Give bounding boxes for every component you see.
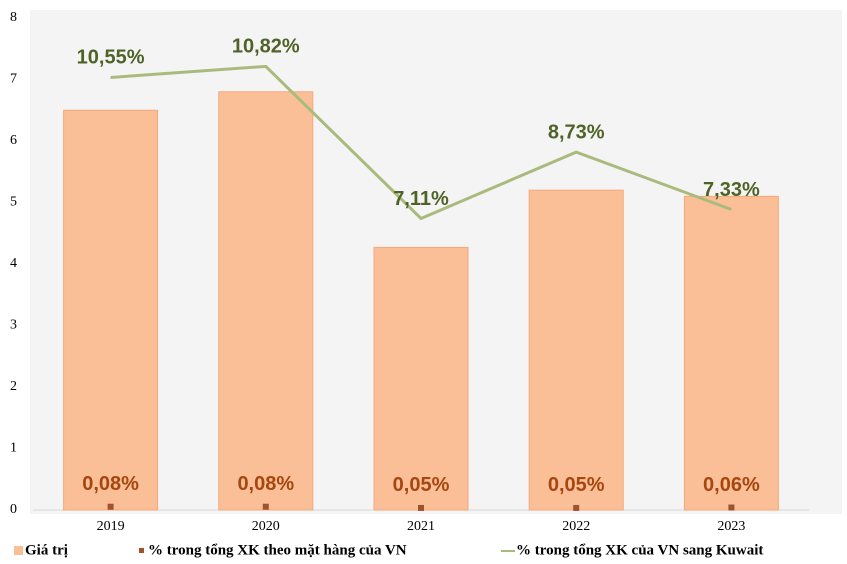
y-tick-label: 8 xyxy=(10,10,17,25)
data-label: 7,33% xyxy=(703,179,760,201)
x-tick-label: 2022 xyxy=(562,519,590,534)
marker xyxy=(107,503,114,510)
y-tick-label: 5 xyxy=(10,195,17,210)
x-tick-label: 2023 xyxy=(717,519,745,534)
y-tick-label: 7 xyxy=(10,72,17,87)
data-label: 8,73% xyxy=(548,121,605,143)
line xyxy=(110,64,732,221)
marker xyxy=(418,504,424,511)
data-label: 10,82% xyxy=(232,36,300,58)
legend-label: % trong tổng XK theo mặt hàng của VN xyxy=(148,542,407,558)
y-tick-label: 4 xyxy=(10,256,17,271)
x-tick-label: 2019 xyxy=(97,519,125,534)
bar xyxy=(373,246,469,511)
data-label: 0,08% xyxy=(237,473,294,495)
legend-label: Giá trị xyxy=(25,542,68,558)
y-tick-label: 0 xyxy=(10,502,17,517)
y-tick-label: 3 xyxy=(10,318,17,333)
data-label: 0,08% xyxy=(82,473,139,495)
marker xyxy=(262,503,269,510)
x-tick-label: 2020 xyxy=(252,519,280,534)
data-label: 7,11% xyxy=(393,188,449,210)
x-tick-label: 2021 xyxy=(407,519,435,534)
bar xyxy=(218,91,314,511)
data-label: 0,06% xyxy=(703,474,760,496)
legend-label: % trong tổng XK của VN sang Kuwait xyxy=(516,542,763,558)
legend-swatch xyxy=(139,548,144,553)
marker xyxy=(728,504,735,511)
data-label: 0,05% xyxy=(548,474,605,496)
legend-swatch xyxy=(14,546,23,555)
bar xyxy=(63,109,159,511)
data-label: 0,05% xyxy=(393,474,450,496)
y-tick-label: 6 xyxy=(10,133,17,148)
marker xyxy=(573,504,580,511)
bar xyxy=(528,189,624,511)
y-tick-label: 1 xyxy=(10,441,17,456)
y-tick-label: 2 xyxy=(10,379,17,394)
data-label: 10,55% xyxy=(77,47,145,69)
bar xyxy=(683,195,779,511)
